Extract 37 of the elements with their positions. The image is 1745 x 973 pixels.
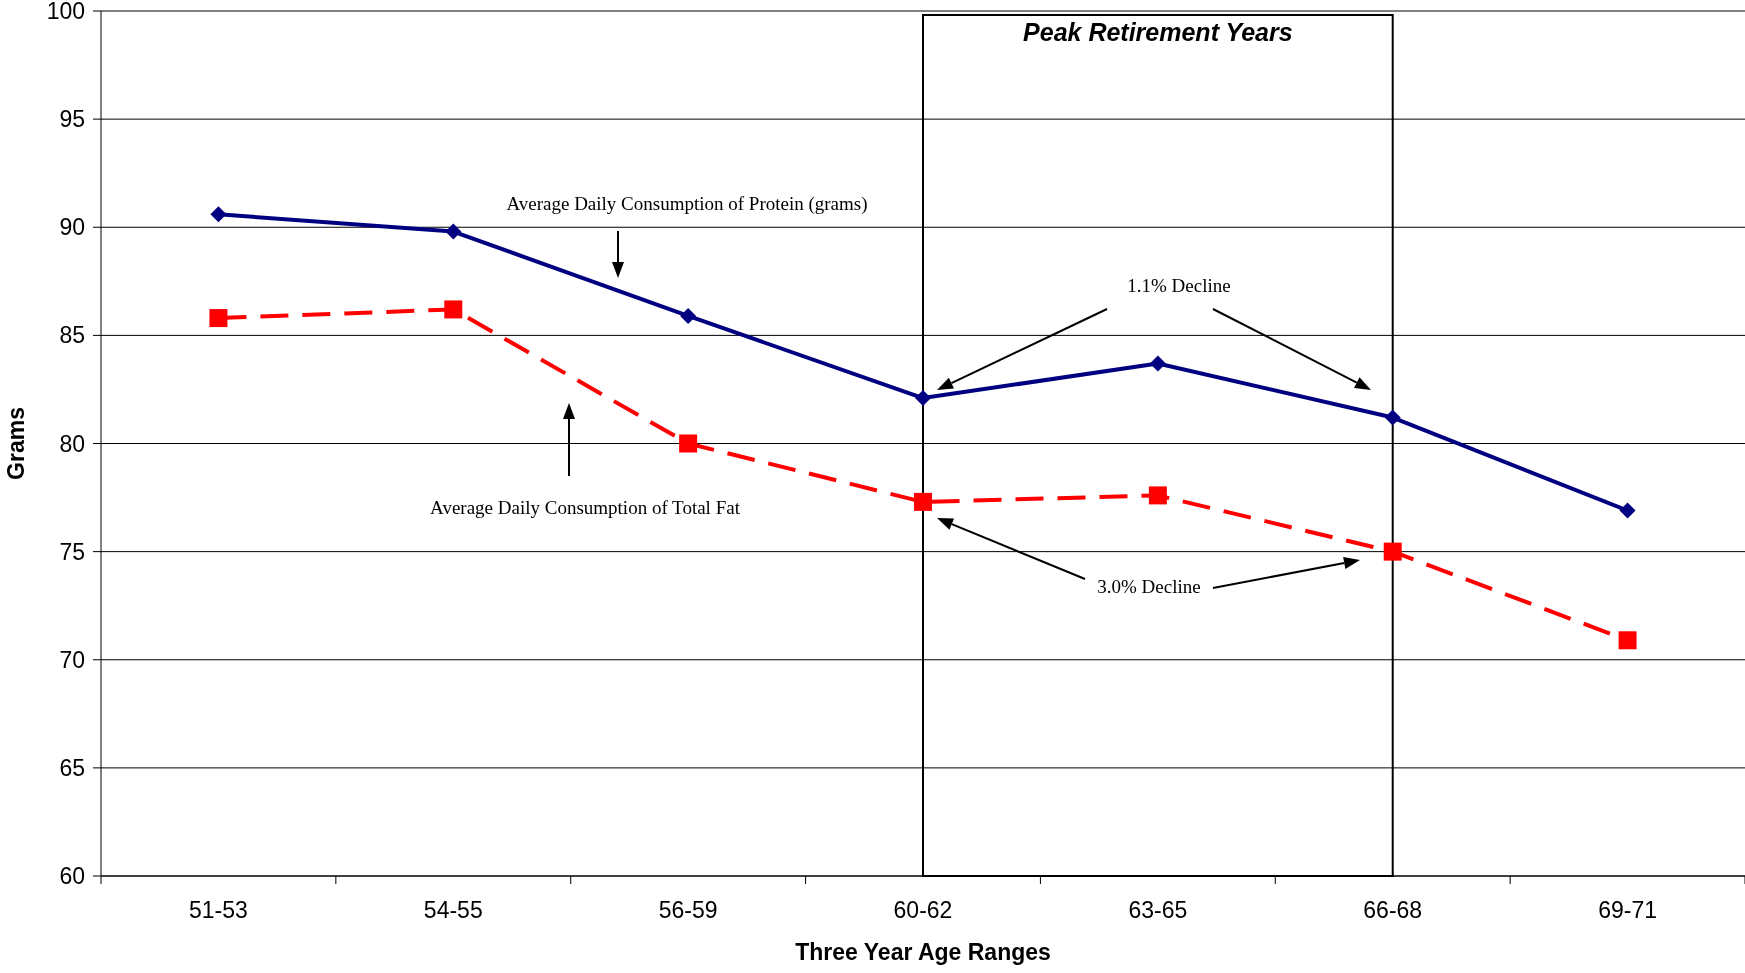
point: [1148, 486, 1167, 505]
annotation: 1.1% Decline: [1127, 275, 1231, 296]
x-tick-label: 54-55: [423, 897, 483, 923]
y-tick-label: 75: [59, 538, 85, 565]
point: [1384, 409, 1401, 426]
point: [209, 309, 228, 328]
x-tick-label: 63-65: [1128, 897, 1188, 923]
y-tick-label: 90: [59, 214, 85, 241]
y-tick-label: 95: [59, 106, 85, 133]
point: [1618, 631, 1637, 650]
y-tick-label: 70: [59, 646, 85, 673]
annotation: 3.0% Decline: [1097, 576, 1201, 597]
y-tick-label: 80: [59, 430, 85, 457]
point: [914, 492, 932, 511]
x-tick-label: 51-53: [189, 897, 248, 923]
point: [679, 434, 698, 453]
point: [1149, 355, 1166, 372]
y-tick-label: 85: [59, 322, 85, 349]
x-tick-label: 66-68: [1363, 897, 1423, 923]
y-tick-label: 60: [59, 863, 85, 890]
x-axis-title: Three Year Age Ranges: [795, 939, 1051, 965]
x-tick-label: 69-71: [1598, 897, 1657, 923]
point: [445, 223, 462, 240]
point: [680, 307, 697, 324]
point: [210, 206, 227, 223]
annotation: Average Daily Consumption of Protein (grams): [506, 193, 868, 215]
y-axis-title: Grams: [3, 407, 29, 480]
y-tick-label: 65: [59, 754, 85, 781]
point: [915, 390, 931, 407]
point: [1383, 542, 1402, 561]
annotation: Average Daily Consumption of Total Fat: [430, 497, 741, 518]
x-tick-label: 56-59: [658, 897, 718, 923]
y-tick-label: 100: [46, 0, 85, 25]
x-tick-label: 60-62: [893, 897, 953, 923]
annotation: Peak Retirement Years: [1023, 18, 1293, 46]
point: [444, 300, 463, 319]
point: [1619, 502, 1636, 519]
